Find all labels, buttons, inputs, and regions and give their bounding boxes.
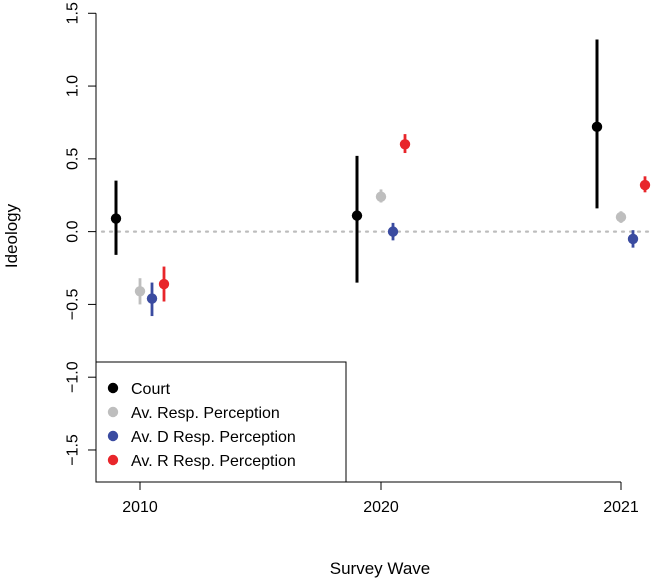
point-av-resp-perception-2021 [615, 211, 627, 223]
legend-label: Av. Resp. Perception [131, 405, 280, 422]
point-av-d-resp-perception-2020 [387, 226, 399, 237]
y-tick-label: 1.5 [65, 2, 82, 24]
point-av-resp-perception-2010 [134, 286, 146, 297]
legend-label: Av. R Resp. Perception [131, 453, 296, 470]
point-av-r-resp-perception-2010 [158, 278, 170, 290]
y-tick-label: 1.0 [65, 75, 82, 97]
legend: Court Av. Resp. Perception Av. D Resp. Per… [95, 361, 347, 483]
point-av-d-resp-perception-2021 [627, 233, 639, 245]
x-tick-label: 2020 [363, 499, 399, 516]
y-tick-label: 0.5 [65, 148, 82, 170]
plot-area [100, 39, 652, 317]
y-tick-label: −1.5 [65, 434, 82, 466]
y-axis-title: Ideology [2, 203, 21, 268]
legend-marker-av-resp-perception [107, 406, 119, 418]
legend-label: Court [131, 381, 171, 398]
legend-marker-av-r-resp-perception [107, 454, 119, 466]
x-tick-label: 2021 [603, 499, 639, 516]
legend-marker-av-d-resp-perception [107, 430, 119, 442]
x-axis-title: Survey Wave [330, 559, 430, 578]
point-av-r-resp-perception-2020 [399, 139, 411, 150]
legend-box [95, 361, 347, 483]
point-av-r-resp-perception-2021 [639, 179, 651, 191]
legend-label: Av. D Resp. Perception [131, 429, 296, 446]
y-tick-label: −1.0 [65, 361, 82, 393]
legend-marker-court [107, 382, 119, 394]
y-tick-label: 0.0 [65, 220, 82, 242]
x-tick-label: 2010 [122, 499, 158, 516]
point-court-2021 [591, 121, 603, 133]
y-tick-label: −0.5 [65, 289, 82, 321]
point-court-2010 [110, 213, 122, 224]
point-av-d-resp-perception-2010 [146, 293, 158, 304]
point-court-2020 [351, 210, 363, 221]
point-av-resp-perception-2020 [375, 191, 387, 202]
